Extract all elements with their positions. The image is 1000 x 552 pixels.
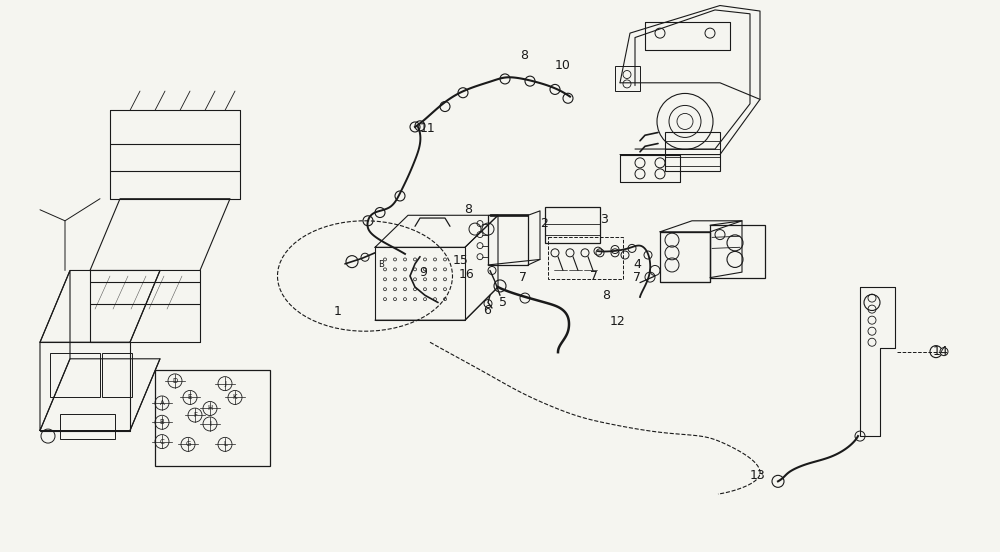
Text: G: G — [185, 442, 191, 447]
Text: E: E — [188, 395, 192, 400]
Text: 1: 1 — [334, 305, 342, 319]
Text: 9: 9 — [419, 266, 427, 279]
Text: 2: 2 — [540, 217, 548, 230]
Bar — [60, 414, 115, 439]
Text: 15: 15 — [453, 254, 469, 267]
Text: H: H — [207, 406, 213, 411]
Text: 6: 6 — [483, 304, 491, 317]
Text: 8: 8 — [464, 203, 472, 216]
Text: 7: 7 — [590, 269, 598, 283]
Bar — [102, 353, 132, 397]
Bar — [488, 215, 528, 265]
Text: F: F — [193, 412, 197, 418]
Bar — [665, 132, 720, 171]
Text: 7: 7 — [633, 271, 641, 284]
Bar — [615, 66, 640, 91]
Bar — [545, 207, 600, 243]
Text: L: L — [223, 442, 227, 447]
Text: K: K — [233, 395, 237, 400]
Text: D: D — [172, 378, 178, 384]
Text: 10: 10 — [555, 59, 571, 72]
Bar — [155, 370, 270, 466]
Text: 16: 16 — [459, 268, 475, 281]
Text: B: B — [160, 420, 164, 425]
Bar — [490, 214, 528, 216]
Text: B: B — [378, 261, 384, 269]
Text: C: C — [160, 439, 164, 444]
Text: 8: 8 — [520, 49, 528, 62]
Bar — [50, 353, 100, 397]
Text: 7: 7 — [519, 270, 527, 284]
Circle shape — [940, 348, 948, 355]
Text: A: A — [160, 400, 164, 406]
Bar — [548, 237, 623, 279]
Text: 4: 4 — [633, 258, 641, 272]
Circle shape — [677, 114, 693, 129]
Text: 5: 5 — [499, 296, 507, 309]
Bar — [710, 225, 765, 278]
Text: J: J — [224, 381, 226, 386]
Text: 11: 11 — [420, 121, 436, 135]
Text: 8: 8 — [602, 289, 610, 302]
Text: 12: 12 — [610, 315, 626, 328]
Bar — [660, 232, 710, 282]
Text: 13: 13 — [750, 469, 766, 482]
Text: I: I — [209, 421, 211, 427]
Text: 3: 3 — [600, 213, 608, 226]
Text: 14: 14 — [933, 345, 949, 358]
